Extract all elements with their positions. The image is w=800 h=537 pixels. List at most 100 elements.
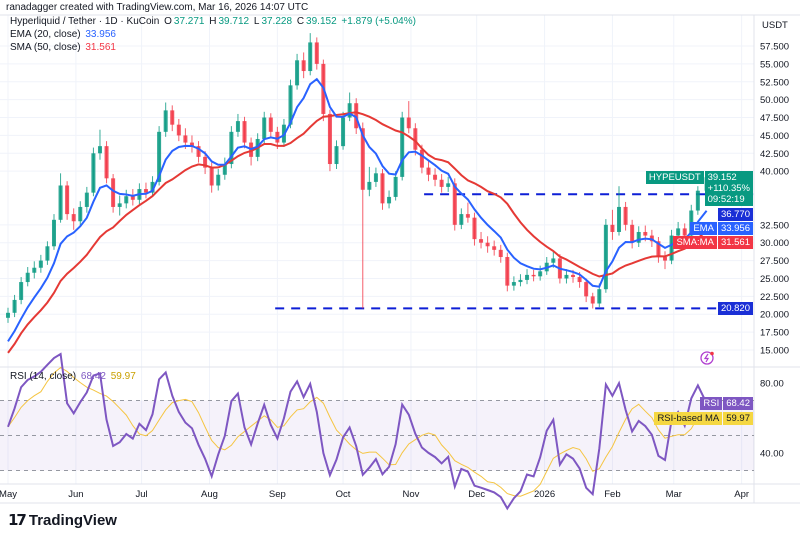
currency-label[interactable]: USDT: [762, 20, 788, 31]
candle-body: [170, 110, 175, 125]
high-label: H: [209, 16, 217, 27]
rsi-value: 68.42: [80, 371, 106, 382]
lightning-icon: [700, 351, 714, 365]
candle-body: [597, 289, 602, 304]
candle-body: [584, 282, 589, 297]
ema-label: EMA (20, close): [10, 29, 81, 40]
candle-body: [636, 231, 641, 243]
symbol-legend[interactable]: Hyperliquid / Tether · 1D · KuCoin O 37.2…: [10, 16, 418, 28]
sma-legend[interactable]: SMA (50, close) 31.561: [10, 42, 118, 54]
candle-body: [130, 196, 135, 200]
candle-body: [51, 219, 56, 247]
candle-body: [183, 135, 188, 143]
candle-body: [262, 117, 267, 139]
ema-line: [7, 77, 708, 342]
price-tick-label: 22.500: [760, 292, 789, 303]
price-tick-label: 32.500: [760, 220, 789, 231]
candle-body: [373, 173, 378, 182]
tradingview-logo[interactable]: 17 TradingView: [8, 511, 117, 529]
candle-body: [301, 60, 306, 72]
candle-body: [196, 146, 201, 157]
candle-body: [341, 117, 346, 147]
candle-body: [45, 246, 50, 261]
candle-body: [465, 214, 470, 218]
candle-body: [695, 190, 700, 211]
change-percent: +110.35%: [707, 183, 750, 194]
low-label: L: [253, 16, 260, 27]
candle-body: [446, 183, 451, 187]
notification-dot: [710, 351, 714, 356]
candle-body: [617, 206, 622, 232]
last-price-tag-group: HYPEUSDT 39.152 +110.35% 09:52:19: [645, 171, 753, 206]
candle-body: [268, 117, 273, 132]
candle-body: [150, 181, 155, 193]
candle-body: [58, 185, 63, 220]
candle-body: [426, 167, 431, 175]
candle-body: [590, 296, 595, 304]
ema-tag: EMA: [690, 222, 717, 235]
candle-body: [393, 176, 398, 197]
candle-body: [25, 272, 30, 283]
candle-body: [163, 110, 168, 132]
candle-body: [498, 249, 503, 258]
support-tag-group: 20.820: [717, 302, 753, 315]
candle-body: [12, 299, 17, 313]
candle-body: [669, 235, 674, 261]
sma-price-tag: 31.561: [717, 236, 753, 249]
price-tick-label: 17.500: [760, 328, 789, 339]
candle-body: [334, 146, 339, 165]
high-value: 39.712: [218, 16, 250, 27]
rsi-ma-value: 59.97: [110, 371, 136, 382]
candle-body: [111, 178, 116, 207]
candle-body: [485, 242, 490, 247]
price-tick-label: 15.000: [760, 346, 789, 357]
change-value: +1.879 (+5.04%): [341, 16, 416, 27]
candle-body: [222, 164, 227, 175]
ema-legend[interactable]: EMA (20, close) 33.956: [10, 29, 118, 41]
candle-body: [229, 131, 234, 165]
x-tick-label: 2026: [534, 489, 555, 500]
candle-body: [564, 274, 569, 279]
tradingview-wordmark: TradingView: [28, 511, 117, 529]
candle-body: [630, 224, 635, 243]
bar-countdown: 09:52:19: [707, 194, 745, 205]
price-tick-label: 45.000: [760, 131, 789, 142]
sma-value: 31.561: [85, 42, 116, 53]
candle-body: [97, 146, 102, 154]
ema-tag-group: EMA 33.956: [690, 222, 753, 235]
symbol-tag: HYPEUSDT: [645, 171, 704, 184]
candle-body: [676, 228, 681, 236]
candle-body: [623, 206, 628, 225]
candle-body: [84, 192, 89, 207]
candle-body: [6, 312, 10, 318]
ema-value: 33.956: [85, 29, 116, 40]
x-tick-label: Dec: [468, 489, 485, 500]
last-price: 39.152: [707, 172, 737, 183]
rsi-price-tag: 68.42: [723, 397, 753, 410]
x-tick-label: Nov: [403, 489, 420, 500]
candle-body: [479, 239, 484, 243]
candle-body: [610, 224, 615, 232]
x-tick-label: May: [0, 489, 17, 500]
candle-body: [124, 196, 129, 204]
candle-body: [295, 60, 300, 86]
x-tick-label: Jun: [68, 489, 83, 500]
candle-body: [656, 241, 661, 258]
x-tick-label: Feb: [604, 489, 620, 500]
candle-body: [235, 121, 240, 132]
candle-body: [203, 156, 208, 168]
price-tick-label: 27.500: [760, 256, 789, 267]
candle-body: [538, 271, 543, 277]
candle-body: [19, 282, 24, 300]
price-tick-label: 20.000: [760, 310, 789, 321]
x-tick-label: Aug: [201, 489, 218, 500]
candle-body: [577, 277, 582, 283]
price-tick-label: 52.500: [760, 77, 789, 88]
rsi-tag-group: RSI 68.42: [700, 397, 753, 410]
candle-body: [452, 183, 457, 225]
candle-body: [176, 124, 181, 136]
rsi-legend[interactable]: RSI (14, close) 68.42 59.97: [10, 371, 138, 383]
close-label: C: [296, 16, 305, 27]
candle-body: [459, 214, 464, 225]
